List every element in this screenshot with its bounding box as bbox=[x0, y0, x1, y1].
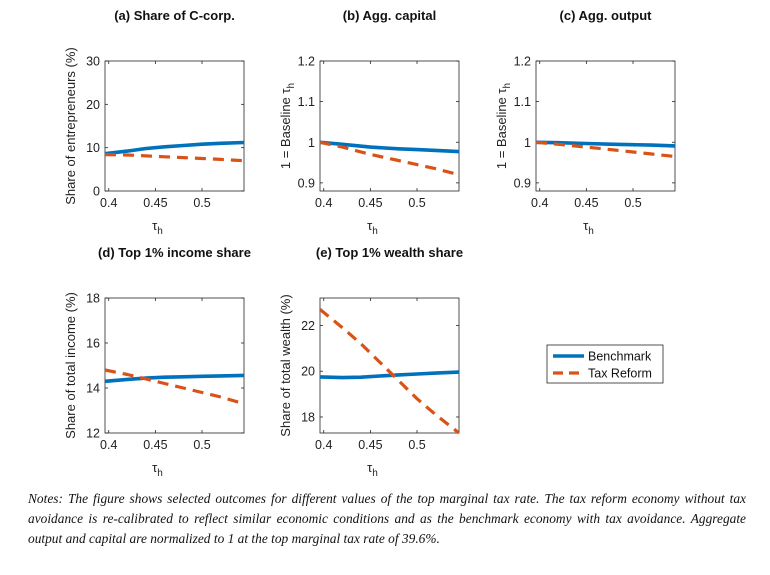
panel-b-xtick-label: 0.45 bbox=[358, 196, 382, 210]
panel-c-axes-box bbox=[535, 60, 676, 192]
panel-a-ytick-label: 10 bbox=[86, 141, 100, 155]
panel-b-xtick-label: 0.5 bbox=[408, 196, 425, 210]
panel-a-xtick-label: 0.45 bbox=[143, 196, 167, 210]
panel-e-xtick-label: 0.5 bbox=[408, 438, 425, 452]
legend-tax-reform-label: Tax Reform bbox=[588, 367, 652, 381]
panel-c-ytick-label: 1.2 bbox=[514, 55, 531, 69]
figure-notes: Notes: The figure shows selected outcome… bbox=[28, 491, 746, 546]
panel-c-ytick-label: 1.1 bbox=[514, 95, 531, 109]
panel-e-series-benchmark-line bbox=[319, 370, 460, 380]
panel-b-ytick-label: 1.1 bbox=[298, 95, 315, 109]
panel-d-ylabel: Share of total income (%) bbox=[63, 292, 78, 439]
panel-c-ytick-label: 1 bbox=[524, 136, 531, 150]
panel-d-series-benchmark-line bbox=[104, 373, 245, 384]
panel-e-ytick-label: 18 bbox=[301, 410, 315, 424]
panel-b-axes-box bbox=[319, 60, 460, 192]
panel-d-title: (d) Top 1% income share bbox=[98, 245, 251, 260]
panel-c-ytick-label: 0.9 bbox=[514, 176, 531, 190]
panel-c-xtick-label: 0.4 bbox=[531, 196, 548, 210]
panel-d-ytick-label: 12 bbox=[86, 427, 100, 441]
panel-b-xlabel: τh bbox=[367, 218, 378, 237]
panel-a-ytick-label: 20 bbox=[86, 98, 100, 112]
panel-b-ylabel: 1 = Baseline τh bbox=[278, 83, 297, 169]
panel-e-axes-box bbox=[319, 297, 460, 434]
panel-b-ytick-label: 1.2 bbox=[298, 55, 315, 69]
panel-c-series-tax-reform-line bbox=[535, 140, 676, 159]
panel-a-axes-box bbox=[104, 60, 245, 192]
panel-d-ytick-label: 16 bbox=[86, 337, 100, 351]
panel-e-ylabel: Share of total wealth (%) bbox=[278, 294, 293, 436]
panel-a-xlabel: τh bbox=[152, 218, 163, 237]
panel-e-xtick-label: 0.4 bbox=[315, 438, 332, 452]
panel-d-xtick-label: 0.4 bbox=[100, 438, 117, 452]
panel-c-xtick-label: 0.5 bbox=[624, 196, 641, 210]
panel-c-xtick-label: 0.45 bbox=[574, 196, 598, 210]
panel-b-ytick-label: 0.9 bbox=[298, 176, 315, 190]
panel-c-ylabel: 1 = Baseline τh bbox=[494, 83, 513, 169]
panel-a-title: (a) Share of C-corp. bbox=[114, 8, 235, 23]
panel-e-ytick-label: 22 bbox=[301, 319, 315, 333]
legend-box bbox=[546, 344, 664, 384]
panel-e-xtick-label: 0.45 bbox=[358, 438, 382, 452]
figure: (a) Share of C-corp. 0.4 0.45 0.5 0 10 20 30 τh S… bbox=[63, 8, 676, 479]
panel-b-title: (b) Agg. capital bbox=[343, 8, 436, 23]
panel-e-title: (e) Top 1% wealth share bbox=[316, 245, 463, 260]
panel-a-ytick-label: 0 bbox=[93, 185, 100, 199]
panel-a-ylabel: Share of entrepreneurs (%) bbox=[63, 47, 78, 205]
panel-b-xtick-label: 0.4 bbox=[315, 196, 332, 210]
panel-a-xtick-label: 0.5 bbox=[193, 196, 210, 210]
panel-a-series-tax-reform-line bbox=[104, 153, 245, 163]
panel-a-series-benchmark-line bbox=[104, 140, 245, 156]
panel-d-ytick-label: 14 bbox=[86, 382, 100, 396]
panel-b-series-tax-reform-line bbox=[319, 140, 460, 177]
panel-c-xlabel: τh bbox=[583, 218, 594, 237]
panel-d-xlabel: τh bbox=[152, 460, 163, 479]
panel-e-series-tax-reform-line bbox=[318, 308, 460, 435]
panel-e-ytick-label: 20 bbox=[301, 365, 315, 379]
legend-benchmark-label: Benchmark bbox=[588, 350, 652, 364]
panel-b-ytick-label: 1 bbox=[308, 136, 315, 150]
panel-a-xtick-label: 0.4 bbox=[100, 196, 117, 210]
panel-a-ytick-label: 30 bbox=[86, 55, 100, 69]
panel-d-xtick-label: 0.5 bbox=[193, 438, 210, 452]
panel-c-title: (c) Agg. output bbox=[560, 8, 653, 23]
panel-d-ytick-label: 18 bbox=[86, 292, 100, 306]
panel-e-xlabel: τh bbox=[367, 460, 378, 479]
panel-b-series-benchmark-line bbox=[319, 140, 460, 154]
panel-d-xtick-label: 0.45 bbox=[143, 438, 167, 452]
panel-d-axes-box bbox=[104, 297, 245, 434]
panel-d-series-tax-reform-line bbox=[104, 368, 245, 406]
